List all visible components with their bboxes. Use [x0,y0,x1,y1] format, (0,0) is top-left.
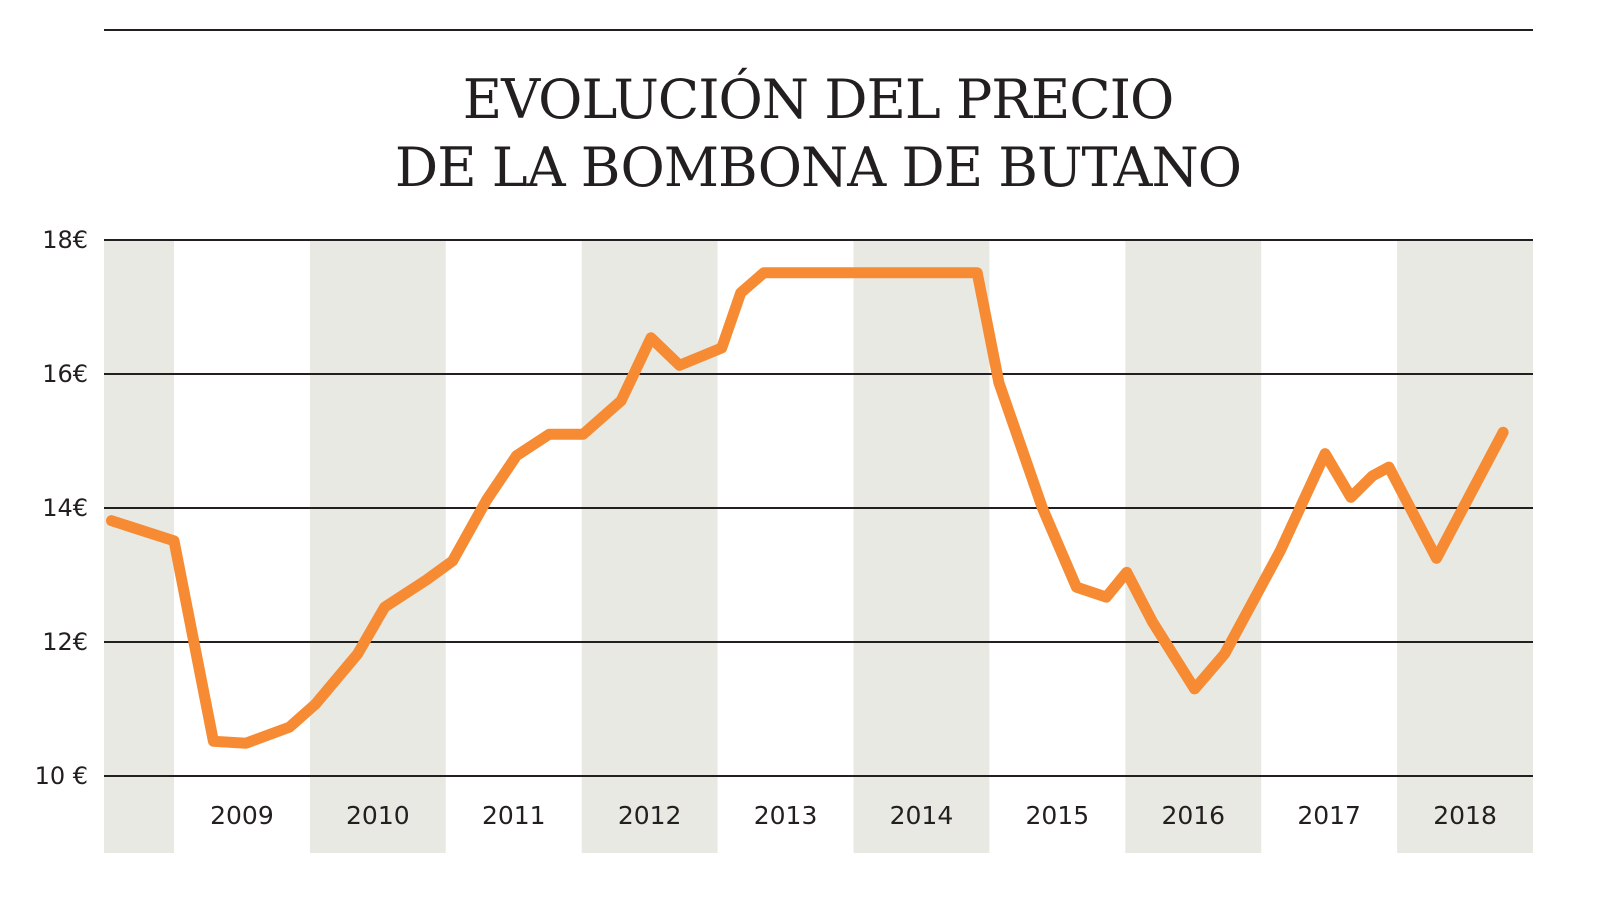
year-band-2012 [581,240,718,853]
price-series-line [106,267,1509,749]
x-tick-label: 2016 [1161,801,1225,830]
x-tick-label: 2014 [890,801,954,830]
year-band-2018 [1397,240,1533,853]
x-tick-label: 2009 [210,801,274,830]
x-tick-label: 2017 [1297,801,1361,830]
year-band-2016 [1125,240,1262,853]
x-tick-label: 2015 [1026,801,1090,830]
chart-title-line-1: EVOLUCIÓN DEL PRECIO [463,67,1174,131]
x-tick-label: 2010 [346,801,410,830]
y-tick-label: 14€ [42,494,88,522]
year-band-2014 [853,240,990,853]
y-tick-label: 10 € [35,762,88,790]
year-band-2008 [104,240,174,853]
x-tick-label: 2011 [482,801,546,830]
chart-title-line-2: DE LA BOMBONA DE BUTANO [395,136,1241,199]
year-band-2010 [309,240,446,853]
y-tick-label: 12€ [42,628,88,656]
y-tick-label: 16€ [42,360,88,388]
x-tick-label: 2018 [1433,801,1497,830]
y-tick-label: 18€ [42,226,88,254]
x-tick-label: 2013 [754,801,818,830]
x-tick-label: 2012 [618,801,682,830]
